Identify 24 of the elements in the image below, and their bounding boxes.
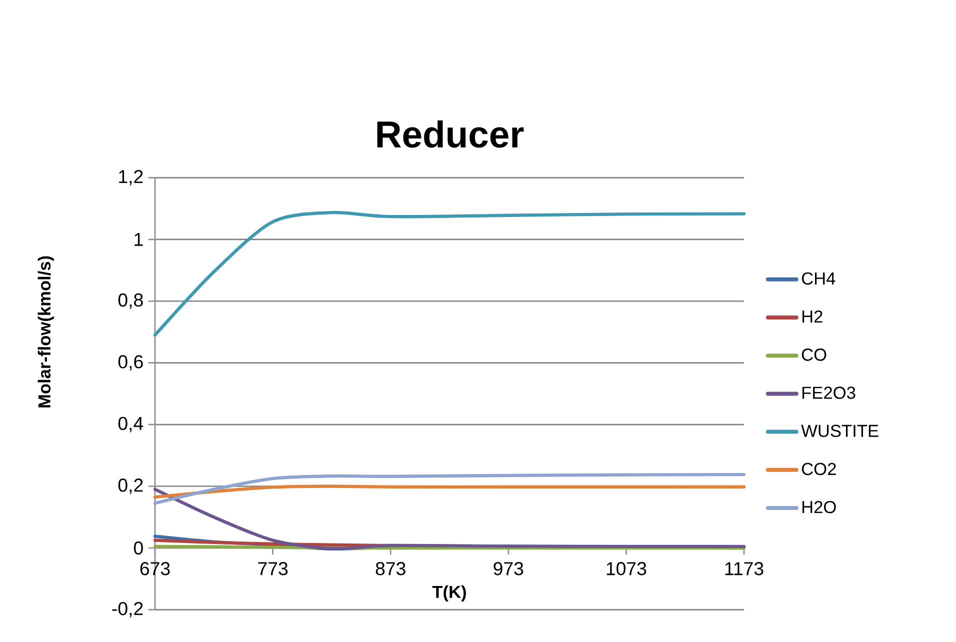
y-tick-label: 0,8: [118, 293, 143, 309]
legend-label: WUSTITE: [801, 424, 878, 438]
x-tick-label: 873: [376, 562, 406, 576]
legend-label: H2: [802, 310, 822, 323]
x-tick-label: 673: [140, 562, 170, 576]
legend-label: H2O: [802, 500, 836, 514]
y-tick-label: 0,4: [118, 416, 144, 432]
y-tick-label: 0,6: [118, 355, 143, 371]
x-tick-label: 1173: [725, 562, 764, 576]
y-tick-label: 0: [134, 541, 143, 555]
legend-label: CO2: [802, 462, 836, 476]
y-tick-label: -0,2: [112, 602, 143, 618]
y-tick-label: 0,2: [118, 478, 143, 494]
legend-label: CH4: [802, 272, 836, 285]
chart-title: Reducer: [377, 120, 524, 148]
x-axis-title: T(K): [432, 585, 466, 602]
y-tick-label: 1,2: [119, 170, 143, 186]
y-tick-label: 1: [134, 233, 143, 246]
y-axis-title: Molar-flow(kmol/s): [38, 256, 54, 408]
x-tick-label: 1073: [606, 562, 646, 576]
legend-label: CO: [802, 348, 826, 361]
x-tick-label: 773: [258, 562, 288, 576]
x-tick-label: 973: [494, 562, 524, 576]
legend-label: FE2O3: [802, 386, 856, 399]
